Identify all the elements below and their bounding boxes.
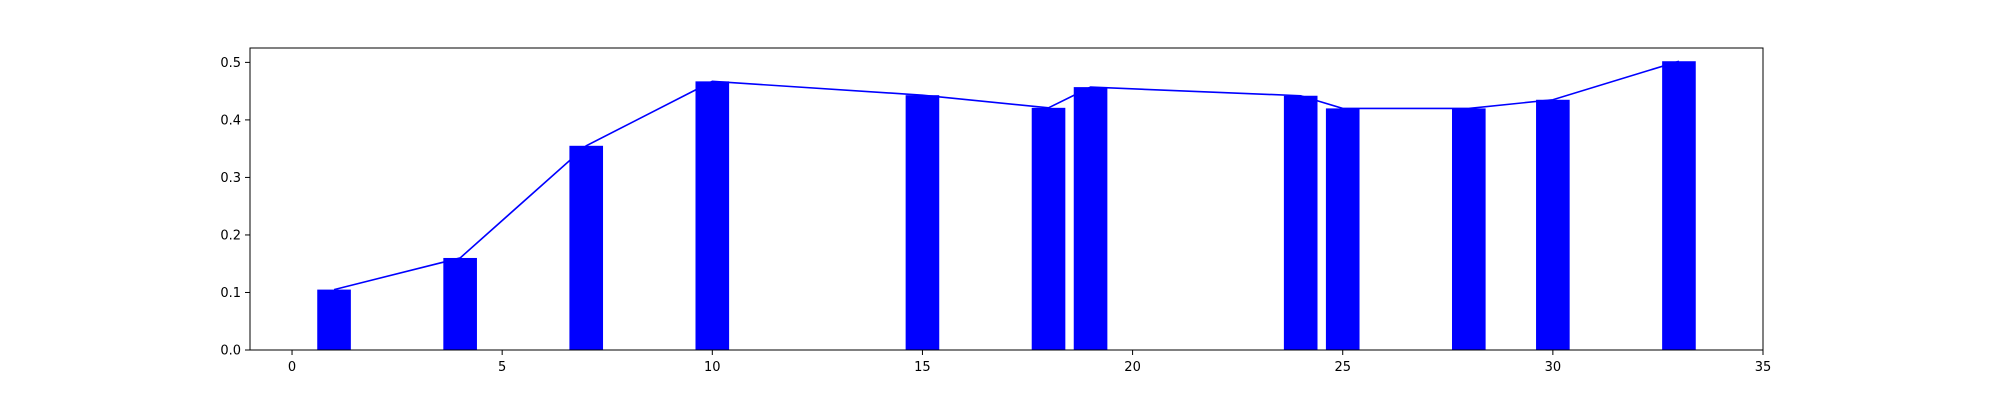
y-tick-label: 0.5 — [220, 56, 241, 71]
x-tick-label: 15 — [914, 360, 931, 375]
x-tick-label: 0 — [288, 360, 296, 375]
bar — [695, 81, 730, 351]
series-line — [333, 60, 1680, 291]
bar — [1283, 95, 1318, 351]
x-tick-label: 10 — [704, 360, 721, 375]
y-tick-label: 0.2 — [220, 228, 241, 243]
bar — [1536, 99, 1570, 351]
x-tick-label: 25 — [1334, 360, 1351, 375]
x-axis-ticks: 0 5 10 15 20 25 30 35 — [288, 350, 1771, 375]
x-tick-label: 5 — [498, 360, 506, 375]
bar — [905, 95, 940, 350]
bars-group — [317, 61, 1696, 351]
x-tick-label: 30 — [1545, 360, 1562, 375]
y-tick-label: 0.4 — [220, 113, 241, 128]
bar — [1662, 61, 1696, 351]
bar — [1031, 107, 1066, 350]
x-tick-label: 20 — [1124, 360, 1141, 375]
y-axis-ticks: 0.0 0.1 0.2 0.3 0.4 0.5 — [220, 56, 250, 359]
bar — [1451, 108, 1486, 351]
y-tick-label: 0.1 — [220, 286, 241, 301]
bar — [1325, 108, 1360, 351]
x-tick-label: 35 — [1755, 360, 1772, 375]
bar — [443, 257, 477, 350]
y-tick-label: 0.3 — [220, 171, 241, 186]
bar — [317, 289, 351, 350]
bar — [569, 145, 604, 350]
bar — [1073, 87, 1108, 351]
plot-frame — [249, 47, 1764, 351]
y-tick-label: 0.0 — [220, 344, 241, 359]
line-group — [333, 60, 1680, 291]
